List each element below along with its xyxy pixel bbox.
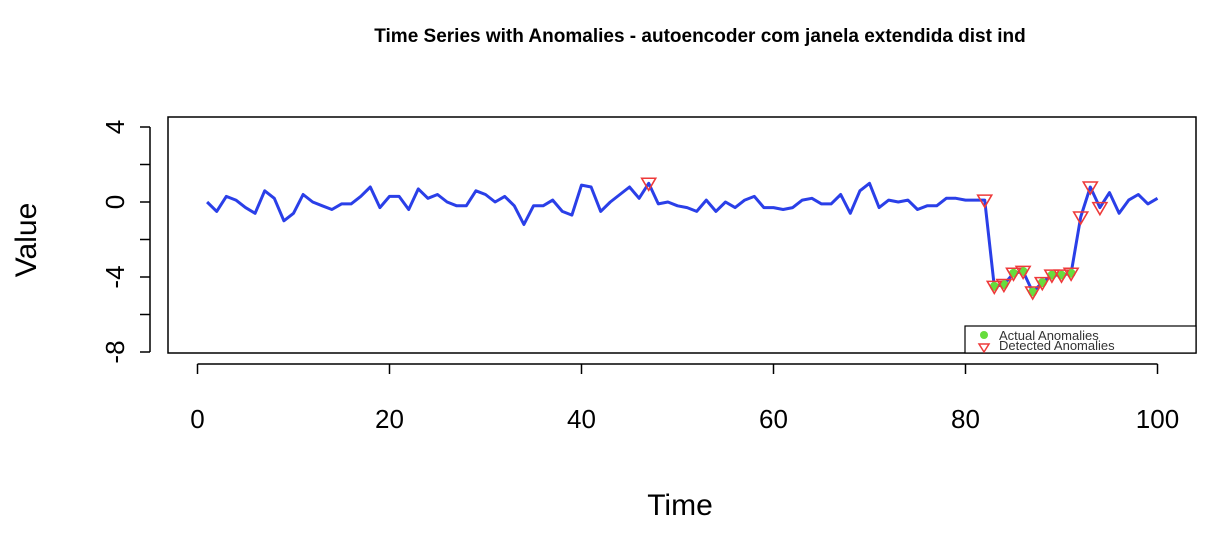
legend: Actual Anomalies Detected Anomalies	[964, 325, 1197, 354]
detected-anomaly-point	[1005, 267, 1022, 282]
x-axis: 0 20 40 60 80 100	[190, 363, 1179, 434]
detected-anomaly-point	[640, 177, 658, 192]
detected-anomaly-point	[995, 278, 1013, 294]
detected-anomaly-point	[1081, 181, 1099, 196]
x-tick-label: 0	[190, 404, 204, 434]
y-axis-label: Value	[10, 203, 43, 278]
x-axis-label: Time	[647, 489, 713, 522]
y-tick-label: -4	[100, 265, 130, 288]
detected-anomaly-points	[640, 177, 1109, 301]
detected-anomaly-point	[1024, 286, 1042, 301]
plot-frame	[167, 116, 1197, 354]
detected-anomaly-point	[1043, 269, 1061, 284]
detected-anomaly-point	[976, 194, 994, 209]
legend-actual-label: Actual Anomalies	[999, 328, 1099, 343]
y-axis: -8 -4 0 4	[100, 120, 151, 364]
x-tick-label: 60	[759, 404, 788, 434]
detected-anomaly-point	[1091, 201, 1109, 217]
legend-box	[964, 325, 1197, 354]
y-tick-label: 4	[100, 120, 130, 134]
x-tick-label: 100	[1136, 404, 1179, 434]
detected-anomaly-point	[1053, 269, 1070, 284]
detected-anomaly-point	[1014, 265, 1032, 280]
detected-anomaly-point	[1072, 211, 1090, 226]
detected-anomaly-point	[985, 280, 1003, 295]
detected-anomaly-point	[1062, 267, 1080, 282]
y-tick-label: 0	[100, 195, 130, 209]
x-tick-label: 80	[951, 404, 980, 434]
actual-anomaly-points	[989, 266, 1076, 297]
detected-anomaly-point	[1033, 276, 1051, 292]
legend-actual-marker	[980, 331, 988, 339]
x-tick-label: 20	[375, 404, 404, 434]
legend-detected-marker	[977, 343, 991, 354]
chart-title: Time Series with Anomalies - autoencoder…	[374, 26, 1025, 47]
x-tick-label: 40	[567, 404, 596, 434]
legend-detected-label: Detected Anomalies	[999, 338, 1115, 353]
y-tick-label: -8	[100, 340, 130, 363]
